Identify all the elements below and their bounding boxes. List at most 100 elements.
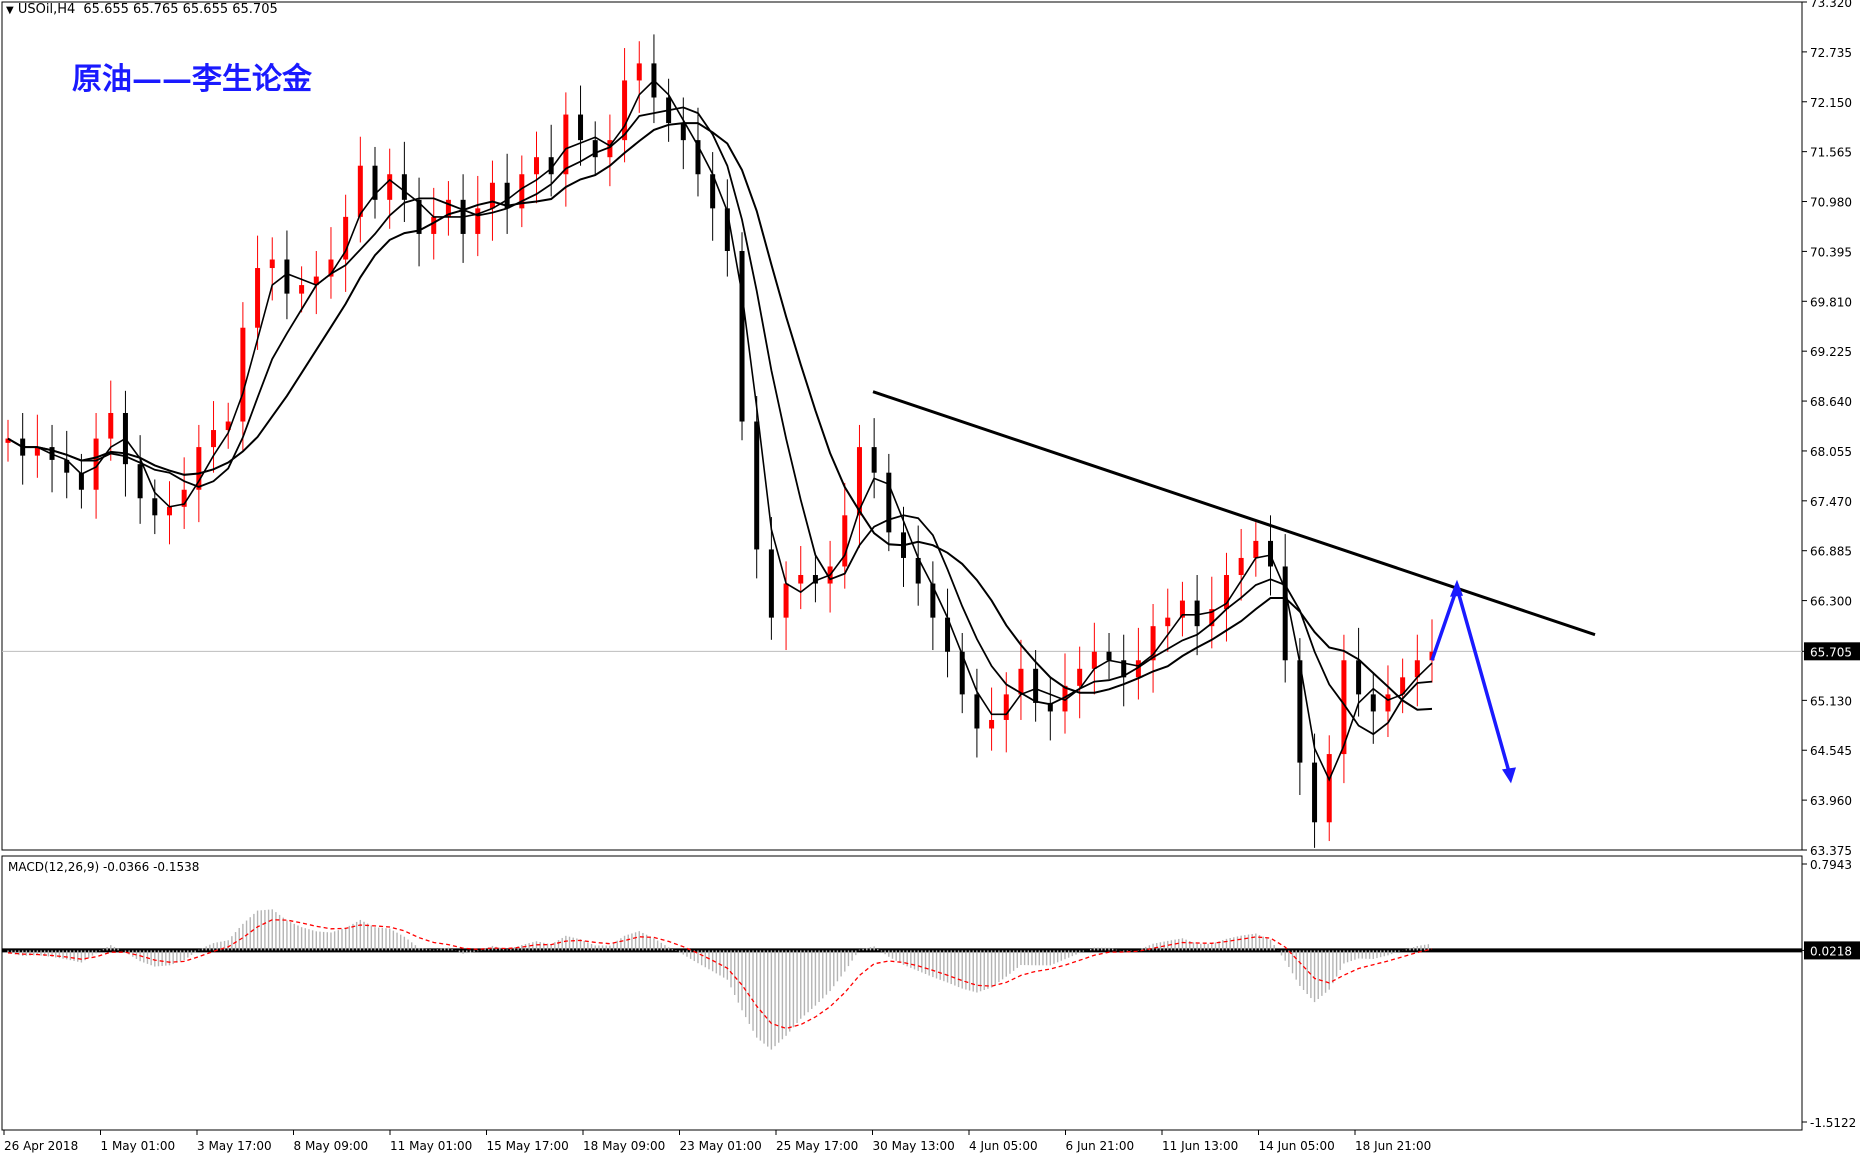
candle-body bbox=[783, 583, 789, 618]
candle-body bbox=[211, 430, 217, 448]
moving-averages bbox=[7, 79, 1433, 782]
symbol-label: USOil,H4 bbox=[17, 2, 76, 17]
candle-body bbox=[475, 208, 481, 234]
candle-body bbox=[284, 259, 290, 294]
price-axis: 73.320 72.735 72.150 71.565 70.980 70.395 69.8… bbox=[1802, 0, 1860, 858]
macd-signal-line bbox=[7, 919, 1433, 1030]
candle-body bbox=[533, 157, 539, 175]
candle-body bbox=[196, 447, 202, 490]
candle-body bbox=[431, 216, 437, 234]
candle-body bbox=[1223, 575, 1229, 610]
price-tick-label: 66.885 bbox=[1810, 545, 1852, 559]
candle-body bbox=[5, 438, 11, 443]
resistance-trendline bbox=[872, 390, 1596, 637]
candle-body bbox=[959, 651, 965, 695]
candle-body bbox=[108, 412, 114, 439]
candle-body bbox=[1400, 677, 1406, 695]
ohlc-values: 65.655 65.765 65.655 65.705 bbox=[83, 2, 278, 17]
candle-body bbox=[578, 114, 584, 141]
candle-body bbox=[357, 165, 363, 217]
candles bbox=[5, 34, 1435, 848]
candle-body bbox=[34, 447, 40, 456]
candle-body bbox=[680, 123, 686, 141]
candle-body bbox=[1312, 762, 1318, 823]
candle-body bbox=[1179, 600, 1185, 618]
price-tick-label: 63.960 bbox=[1810, 794, 1852, 808]
candle-body bbox=[1356, 660, 1362, 695]
candle-body bbox=[1135, 660, 1141, 678]
candle-body bbox=[240, 327, 246, 422]
candle-body bbox=[1150, 626, 1156, 661]
price-tick-label: 68.640 bbox=[1810, 395, 1852, 409]
candle-body bbox=[548, 157, 554, 175]
candle-body bbox=[1282, 566, 1288, 661]
candle-body bbox=[137, 464, 143, 499]
forecast-path bbox=[1430, 581, 1512, 776]
macd-label: MACD(12,26,9) -0.0366 -0.1538 bbox=[8, 860, 200, 874]
time-tick-label: 23 May 01:00 bbox=[680, 1139, 762, 1153]
macd-tick-label: -1.5122 bbox=[1810, 1116, 1856, 1130]
candle-body bbox=[1077, 668, 1083, 686]
price-tick-label: 65.130 bbox=[1810, 694, 1852, 708]
menu-glyph-icon[interactable]: ▼ bbox=[6, 5, 14, 16]
time-tick-label: 11 May 01:00 bbox=[390, 1139, 472, 1153]
time-tick-label: 6 Jun 21:00 bbox=[1066, 1139, 1135, 1153]
price-tick-label: 67.470 bbox=[1810, 495, 1852, 509]
macd-current-label: 0.0218 bbox=[1810, 944, 1852, 958]
candle-body bbox=[152, 498, 158, 516]
price-tick-label: 64.545 bbox=[1810, 744, 1852, 758]
price-tick-label: 72.735 bbox=[1810, 46, 1852, 60]
candle-body bbox=[1165, 617, 1171, 627]
time-tick-label: 15 May 17:00 bbox=[487, 1139, 569, 1153]
macd-panel bbox=[2, 909, 1802, 1050]
candle-body bbox=[1003, 694, 1009, 720]
moving-average-line-1 bbox=[7, 79, 1433, 782]
candle-body bbox=[768, 549, 774, 618]
candle-body bbox=[1297, 660, 1303, 763]
candle-body bbox=[255, 268, 261, 328]
candle-body bbox=[1268, 540, 1274, 567]
candle-body bbox=[1062, 685, 1068, 712]
candle-body bbox=[78, 472, 84, 490]
chart-annotation: 原油——李生论金 bbox=[72, 62, 312, 97]
moving-average-line-2 bbox=[7, 106, 1433, 736]
candle-body bbox=[1091, 651, 1097, 669]
time-tick-label: 30 May 13:00 bbox=[873, 1139, 955, 1153]
candle-body bbox=[915, 557, 921, 584]
time-tick-label: 4 Jun 05:00 bbox=[969, 1139, 1038, 1153]
time-tick-label: 18 May 09:00 bbox=[583, 1139, 665, 1153]
time-tick-label: 1 May 01:00 bbox=[101, 1139, 176, 1153]
candle-body bbox=[563, 114, 569, 175]
candle-body bbox=[1253, 540, 1259, 558]
moving-average-line-3 bbox=[7, 122, 1433, 711]
candle-body bbox=[798, 575, 804, 584]
candle-body bbox=[1238, 557, 1244, 576]
price-tick-label: 68.055 bbox=[1810, 445, 1852, 459]
candle-body bbox=[1209, 609, 1215, 627]
forecast-arrow-group bbox=[1430, 579, 1516, 784]
candle-body bbox=[636, 63, 642, 81]
candle-body bbox=[592, 140, 598, 158]
candle-body bbox=[724, 208, 730, 251]
current-price-label: 65.705 bbox=[1810, 645, 1852, 659]
candle-body bbox=[856, 447, 862, 516]
price-tick-label: 72.150 bbox=[1810, 96, 1852, 110]
price-tick-label: 73.320 bbox=[1810, 0, 1852, 10]
price-tick-label: 63.375 bbox=[1810, 844, 1852, 858]
symbol-header: ▼ USOil,H4 65.655 65.765 65.655 65.705 bbox=[6, 2, 278, 17]
candle-body bbox=[754, 421, 760, 550]
candle-body bbox=[842, 515, 848, 567]
candle-body bbox=[401, 174, 407, 200]
time-axis: 26 Apr 2018 1 May 01:00 3 May 17:00 8 May 0… bbox=[3, 1130, 1431, 1153]
price-tick-label: 66.300 bbox=[1810, 595, 1852, 609]
candle-body bbox=[93, 438, 99, 490]
candle-body bbox=[622, 80, 628, 141]
macd-axis: 0.7943 0.0218 -1.5122 bbox=[1802, 858, 1860, 1130]
candle-body bbox=[1121, 660, 1127, 678]
forecast-arrowhead-down bbox=[1502, 767, 1516, 784]
candle-body bbox=[974, 694, 980, 729]
candle-body bbox=[989, 719, 995, 729]
time-tick-label: 25 May 17:00 bbox=[776, 1139, 858, 1153]
candle-body bbox=[871, 447, 877, 473]
